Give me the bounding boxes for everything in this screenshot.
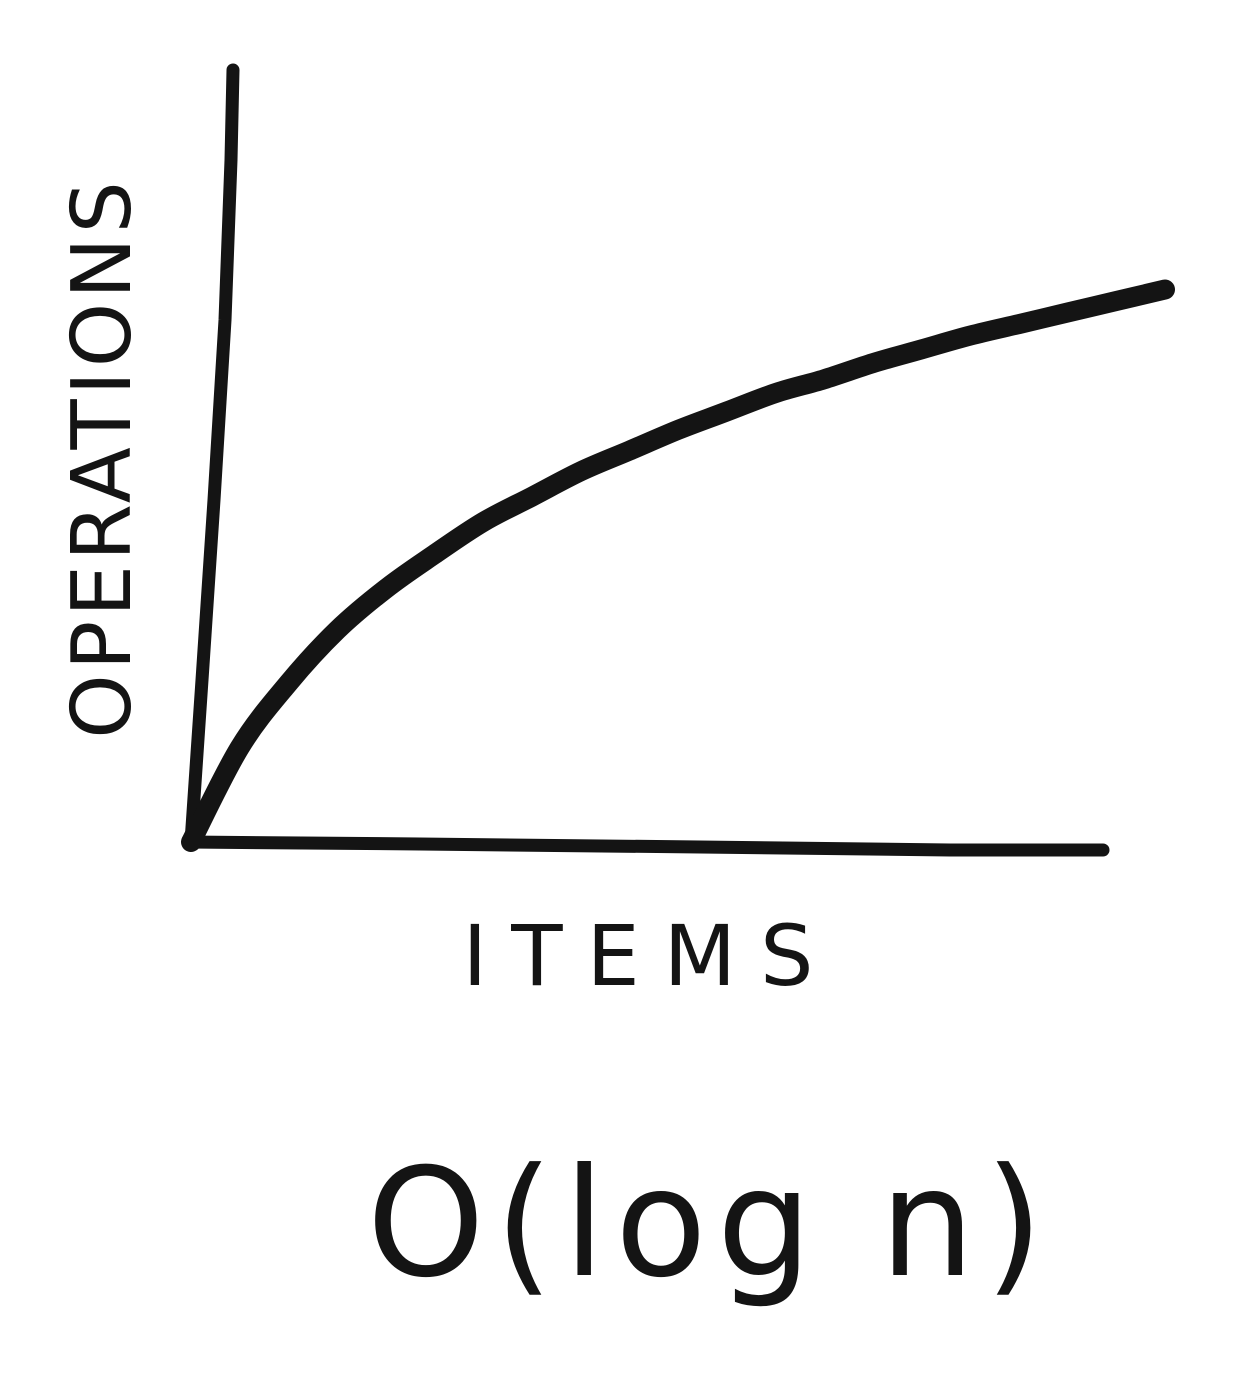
x-axis-label: ITEMS xyxy=(463,907,838,1005)
complexity-caption: O(log n) xyxy=(367,1137,1054,1311)
series-line xyxy=(181,279,1175,852)
y-axis-label: OPERATIONS xyxy=(55,177,150,738)
y-axis xyxy=(184,63,240,849)
x-axis xyxy=(181,835,1110,857)
